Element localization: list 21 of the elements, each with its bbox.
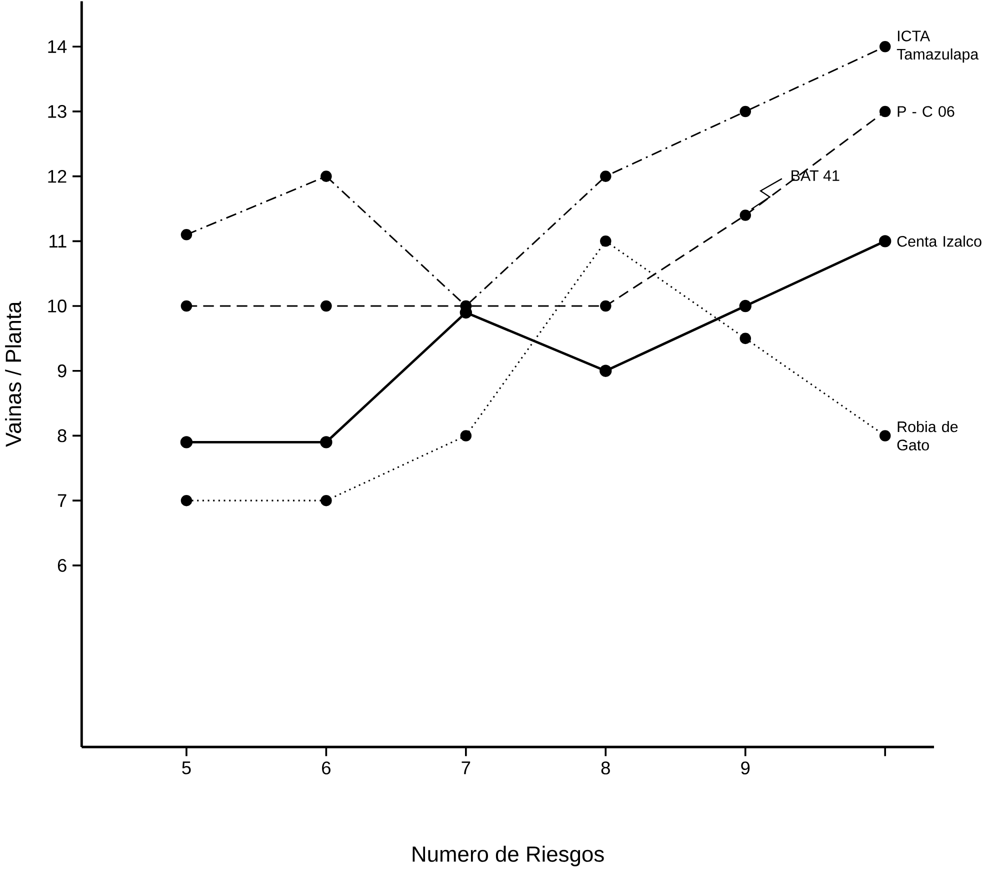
- series-label: P - C 06: [898, 106, 954, 117]
- series-label: ICTA Tamazulapa: [896, 30, 979, 62]
- x-tick-label: 5: [182, 761, 191, 774]
- y-tick-label: 7: [58, 494, 66, 507]
- series-label: Robia de Gato: [897, 420, 958, 450]
- y-tick-label: 8: [58, 429, 66, 442]
- y-tick-label: 13: [48, 104, 66, 118]
- y-tick-label: 10: [48, 299, 66, 312]
- x-tick-label: 6: [322, 761, 330, 774]
- x-tick-label: 8: [601, 761, 610, 774]
- y-tick-label: 9: [58, 364, 66, 378]
- x-tick-label: 9: [741, 761, 750, 774]
- series-label: Centa Izalco: [897, 235, 982, 247]
- y-tick-label: 12: [48, 170, 66, 183]
- x-tick-label: 7: [462, 761, 470, 774]
- annotation: BAT 41: [792, 170, 840, 181]
- y-tick-label: 11: [50, 234, 66, 248]
- y-tick-label: 6: [58, 558, 66, 572]
- x-axis-title: Numero de Riesgos: [412, 846, 604, 866]
- y-tick-label: 14: [48, 40, 67, 53]
- y-axis-title: Vainas / Planta: [5, 301, 22, 447]
